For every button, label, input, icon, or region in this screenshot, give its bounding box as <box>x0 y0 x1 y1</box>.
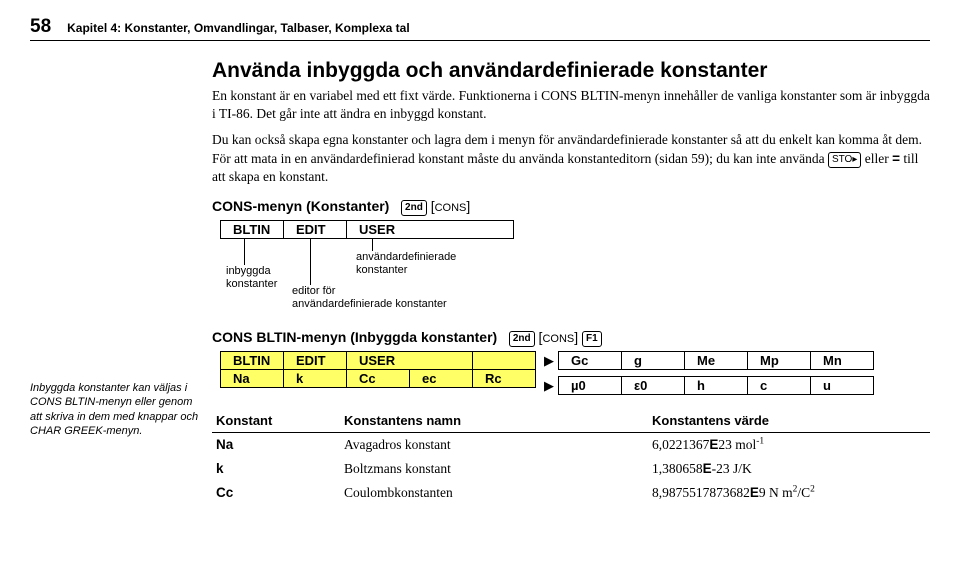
cons-menu-heading: CONS-menyn (Konstanter) 2nd [CONS] <box>212 198 930 216</box>
eq-key: = <box>892 151 900 166</box>
bltin-menu-block: BLTIN EDIT USER Na k Cc ec Rc <box>212 351 930 395</box>
page-header: 58 Kapitel 4: Konstanter, Omvandlingar, … <box>30 16 930 41</box>
page-number: 58 <box>30 16 51 38</box>
chapter-title: Kapitel 4: Konstanter, Omvandlingar, Tal… <box>67 21 410 35</box>
bltin-menu-heading: CONS BLTIN-menyn (Inbyggda konstanter) 2… <box>212 329 930 347</box>
table-row: NaAvagadros konstant6,0221367E23 mol-1 <box>212 433 930 458</box>
menu-cell-edit: EDIT <box>284 221 347 239</box>
menu-cell-bltin: BLTIN <box>221 221 284 239</box>
intro-p1b: 86. Det går inte att ändra en inbyggd ko… <box>236 106 486 121</box>
arrow-icon: ▶ <box>540 353 558 369</box>
cons-menu-table: BLTIN EDIT USER <box>220 220 514 239</box>
sidebar-note: Inbyggda konstanter kan väljas i CONS BL… <box>30 381 202 438</box>
constants-table: Konstant Konstantens namn Konstantens vä… <box>212 409 930 505</box>
sidebar: Inbyggda konstanter kan väljas i CONS BL… <box>30 59 212 505</box>
intro-p2b: eller <box>861 151 892 166</box>
table-row: kBoltzmans konstant1,380658E-23 J/K <box>212 457 930 481</box>
intro-text: En konstant är en variabel med ett fixt … <box>212 87 930 186</box>
second-key: 2nd <box>401 200 427 216</box>
table-row: CcCoulombkonstanten8,9875517873682E9 N m… <box>212 481 930 505</box>
f1-key: F1 <box>582 331 602 347</box>
second-key-2: 2nd <box>509 331 535 347</box>
intro-p2a: Du kan också skapa egna konstanter och l… <box>212 132 922 165</box>
arrow-icon-2: ▶ <box>540 378 558 394</box>
menu-cell-user: USER <box>347 221 410 239</box>
section-title: Använda inbyggda och användardefinierade… <box>212 59 930 83</box>
sto-key: STO▸ <box>828 152 861 168</box>
